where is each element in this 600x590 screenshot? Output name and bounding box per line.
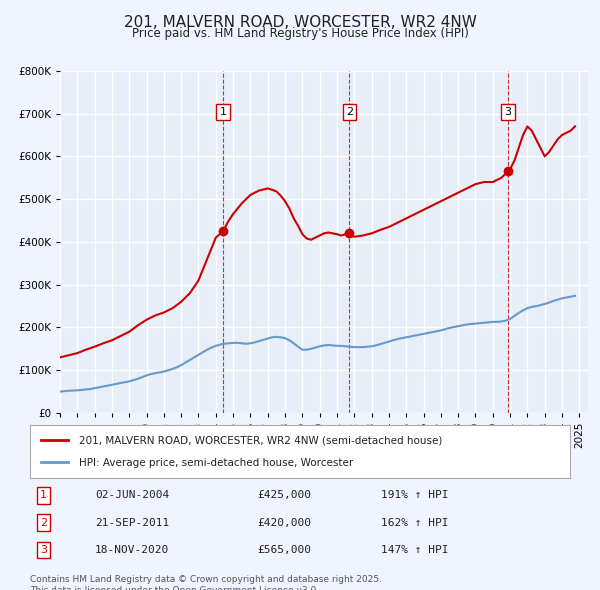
Text: £425,000: £425,000 — [257, 490, 311, 500]
Text: £420,000: £420,000 — [257, 518, 311, 528]
Text: 3: 3 — [40, 545, 47, 555]
Text: 191% ↑ HPI: 191% ↑ HPI — [381, 490, 449, 500]
Text: Price paid vs. HM Land Registry's House Price Index (HPI): Price paid vs. HM Land Registry's House … — [131, 27, 469, 40]
Text: 3: 3 — [505, 107, 512, 117]
Text: 2: 2 — [346, 107, 353, 117]
Text: 201, MALVERN ROAD, WORCESTER, WR2 4NW: 201, MALVERN ROAD, WORCESTER, WR2 4NW — [124, 15, 476, 30]
Text: 18-NOV-2020: 18-NOV-2020 — [95, 545, 169, 555]
Text: 1: 1 — [220, 107, 227, 117]
Text: 21-SEP-2011: 21-SEP-2011 — [95, 518, 169, 528]
Text: 1: 1 — [40, 490, 47, 500]
Text: £565,000: £565,000 — [257, 545, 311, 555]
Text: HPI: Average price, semi-detached house, Worcester: HPI: Average price, semi-detached house,… — [79, 458, 353, 468]
Text: 02-JUN-2004: 02-JUN-2004 — [95, 490, 169, 500]
Text: 2: 2 — [40, 518, 47, 528]
Text: 162% ↑ HPI: 162% ↑ HPI — [381, 518, 449, 528]
Text: 147% ↑ HPI: 147% ↑ HPI — [381, 545, 449, 555]
Text: Contains HM Land Registry data © Crown copyright and database right 2025.
This d: Contains HM Land Registry data © Crown c… — [30, 575, 382, 590]
Text: 201, MALVERN ROAD, WORCESTER, WR2 4NW (semi-detached house): 201, MALVERN ROAD, WORCESTER, WR2 4NW (s… — [79, 436, 442, 445]
